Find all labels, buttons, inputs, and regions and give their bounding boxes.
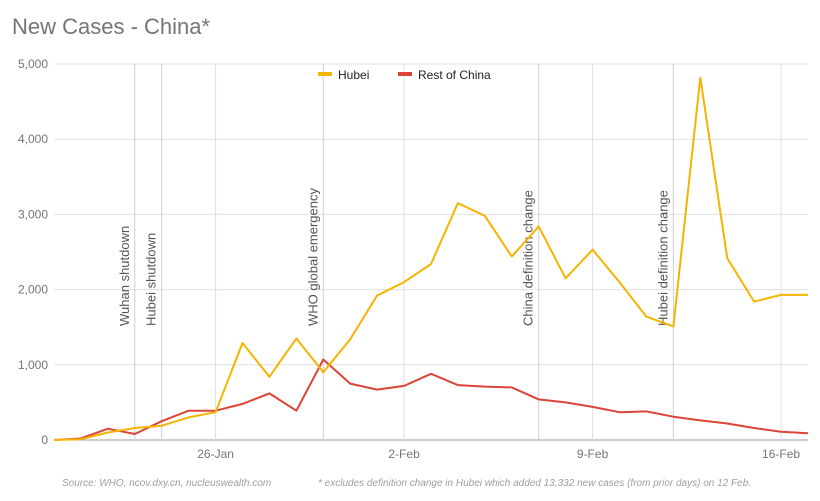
y-tick-label: 2,000 [18, 283, 48, 297]
x-axis: 26-Jan 2-Feb 9-Feb 16-Feb [197, 447, 800, 461]
event-markers: Wuhan shutdown Hubei shutdown WHO global e… [117, 64, 674, 440]
source-note: Source: WHO, ncov.dxy.cn, nucleuswealth.… [62, 478, 272, 489]
y-tick-label: 3,000 [18, 207, 48, 221]
event-label: China definition change [521, 190, 536, 326]
event-label: Wuhan shutdown [117, 226, 132, 326]
y-tick-label: 4,000 [18, 132, 48, 146]
legend-swatch [398, 72, 412, 76]
y-tick-label: 5,000 [18, 57, 48, 71]
series-lines [53, 76, 809, 441]
gridlines [54, 63, 808, 441]
x-tick-label: 26-Jan [197, 447, 234, 461]
chart-title: New Cases - China* [12, 14, 211, 39]
y-axis: 0 1,000 2,000 3,000 4,000 5,000 [18, 57, 48, 447]
x-tick-label: 16-Feb [762, 447, 800, 461]
x-tick-label: 9-Feb [577, 447, 609, 461]
event-label: WHO global emergency [305, 188, 320, 326]
excludes-footnote: * excludes definition change in Hubei wh… [318, 478, 752, 489]
event-label: Hubei definition change [655, 190, 670, 326]
x-tick-label: 2-Feb [388, 447, 420, 461]
legend: Hubei Rest of China [318, 68, 491, 82]
series-line-hubei [53, 76, 808, 441]
event-label: Hubei shutdown [144, 233, 159, 326]
series-line-rest-of-china [53, 358, 809, 441]
legend-label: Hubei [338, 68, 369, 82]
y-tick-label: 1,000 [18, 358, 48, 372]
legend-swatch [318, 72, 332, 76]
y-tick-label: 0 [41, 433, 48, 447]
legend-label: Rest of China [418, 68, 491, 82]
